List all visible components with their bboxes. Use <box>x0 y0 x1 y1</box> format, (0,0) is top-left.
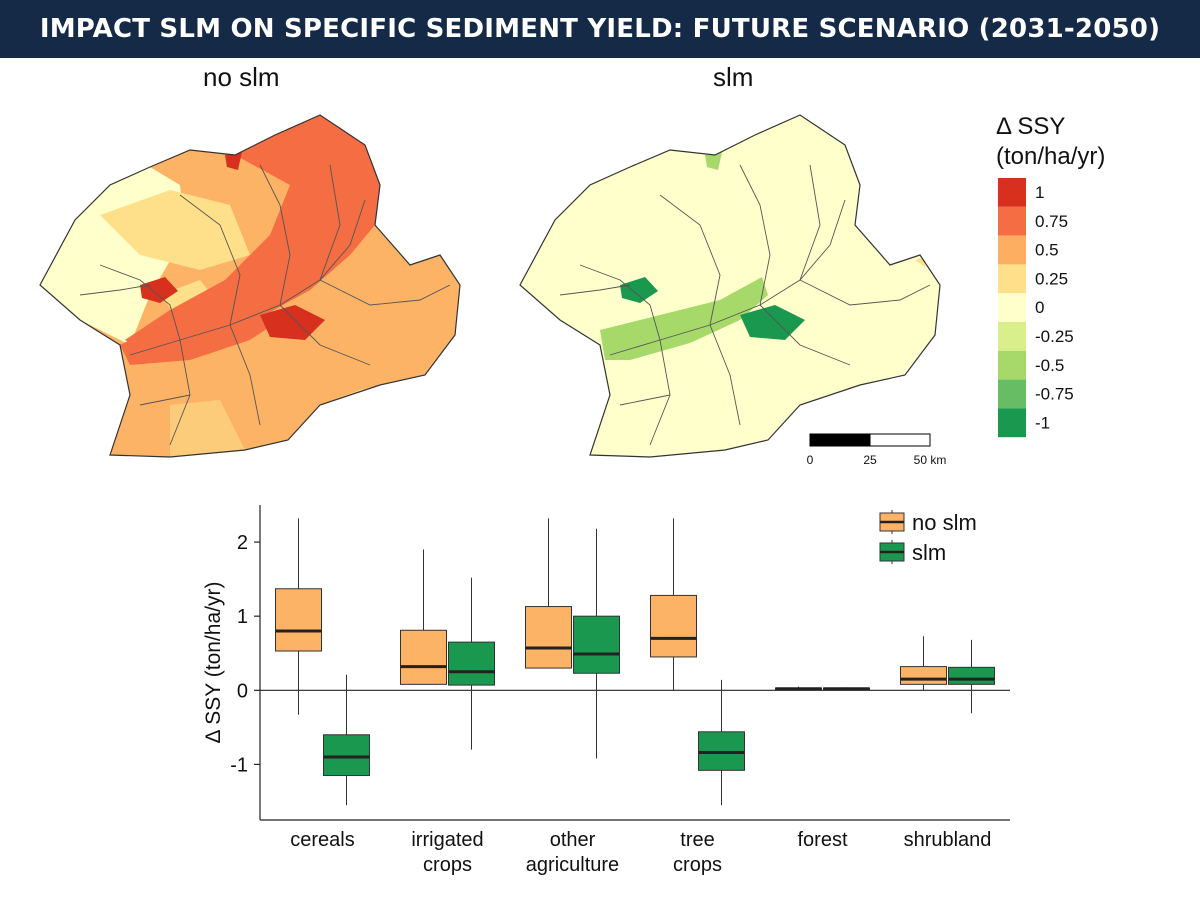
y-tick-label-3: 2 <box>237 532 248 554</box>
map-title-slm: slm <box>713 62 754 92</box>
scale-bar: 0 25 50 km <box>807 433 947 467</box>
box-slm-3 <box>698 679 745 806</box>
legend-swatch-7 <box>998 379 1026 409</box>
legend-label-8: -1 <box>1035 413 1050 432</box>
legend-swatch-2 <box>998 235 1026 265</box>
chart-legend: no slm slm <box>879 510 977 565</box>
legend-swatch-5 <box>998 322 1026 351</box>
box-slm-1 <box>448 577 495 750</box>
scale-label-50: 50 km <box>914 453 947 467</box>
box-no-slm-1 <box>400 549 447 685</box>
legend-swatch-4 <box>998 293 1026 322</box>
x-tick-label-3: tree crops <box>673 829 722 876</box>
x-tick-label-0: cereals <box>290 829 354 851</box>
legend-label-5: -0.25 <box>1035 327 1074 346</box>
box-slm-2 <box>573 528 620 759</box>
box-iqr <box>275 588 322 652</box>
legend-swatch-1 <box>998 206 1026 236</box>
map-title-no-slm: no slm <box>203 62 280 92</box>
legend-label-2: 0.5 <box>1035 241 1059 260</box>
legend-label-3: 0.25 <box>1035 269 1068 288</box>
map-slm <box>519 114 941 458</box>
box-iqr <box>948 666 995 685</box>
legend-swatch-6 <box>998 350 1026 380</box>
y-tick-label-2: 1 <box>237 606 248 628</box>
color-legend-title-line1: Δ SSY <box>996 113 1066 140</box>
legend-label-series-1: slm <box>912 540 946 565</box>
scale-label-0: 0 <box>807 453 814 467</box>
legend-label-6: -0.5 <box>1035 356 1064 375</box>
box-iqr <box>400 629 447 685</box>
box-iqr <box>650 594 697 658</box>
scale-bar-black <box>809 433 871 447</box>
y-tick-label-1: 0 <box>237 680 248 702</box>
color-legend-title-line2: (ton/ha/yr) <box>996 143 1106 170</box>
box-iqr <box>525 606 572 669</box>
legend-label-0: 1 <box>1035 183 1044 202</box>
map-no-slm <box>39 114 461 458</box>
header-bar: IMPACT SLM ON SPECIFIC SEDIMENT YIELD: F… <box>0 0 1200 58</box>
x-tick-label-1: irrigated crops <box>411 829 483 876</box>
box-no-slm-0 <box>275 518 322 715</box>
box-no-slm-3 <box>650 518 697 691</box>
legend-swatch-0 <box>998 178 1026 207</box>
color-legend-title: Δ SSY (ton/ha/yr) <box>996 112 1105 172</box>
box-slm-0 <box>323 674 370 806</box>
box-iqr <box>323 734 370 777</box>
legend-label-4: 0 <box>1035 298 1044 317</box>
x-tick-label-5: shrubland <box>904 829 992 851</box>
x-tick-label-4: forest <box>797 829 847 851</box>
box-slm-5 <box>948 639 995 714</box>
box-iqr <box>573 615 620 674</box>
boxplot-chart: -1 0 1 2 Δ SSY (ton/ha/yr) cereals irrigated cr… <box>202 505 1010 876</box>
x-tick-label-2: other agriculture <box>526 829 619 876</box>
box-slm-4 <box>823 687 870 691</box>
y-tick-label-0: -1 <box>230 754 248 776</box>
box-iqr <box>900 666 947 685</box>
scale-bar-white <box>869 433 931 447</box>
box-no-slm-4 <box>775 686 822 691</box>
legend-label-7: -0.75 <box>1035 385 1074 404</box>
page-title: IMPACT SLM ON SPECIFIC SEDIMENT YIELD: F… <box>39 14 1161 44</box>
y-axis-label: Δ SSY (ton/ha/yr) <box>202 582 225 744</box>
legend-label-series-0: no slm <box>912 510 977 535</box>
box-no-slm-5 <box>900 636 947 691</box>
box-no-slm-2 <box>525 518 572 669</box>
color-legend: 1 0.75 0.5 0.25 0 -0.25 -0.5 -0.75 -1 <box>998 178 1074 438</box>
scale-label-25: 25 <box>863 453 877 467</box>
box-iqr <box>448 641 495 686</box>
legend-swatch-8 <box>998 408 1026 438</box>
legend-swatch-3 <box>998 264 1026 294</box>
legend-label-1: 0.75 <box>1035 212 1068 231</box>
